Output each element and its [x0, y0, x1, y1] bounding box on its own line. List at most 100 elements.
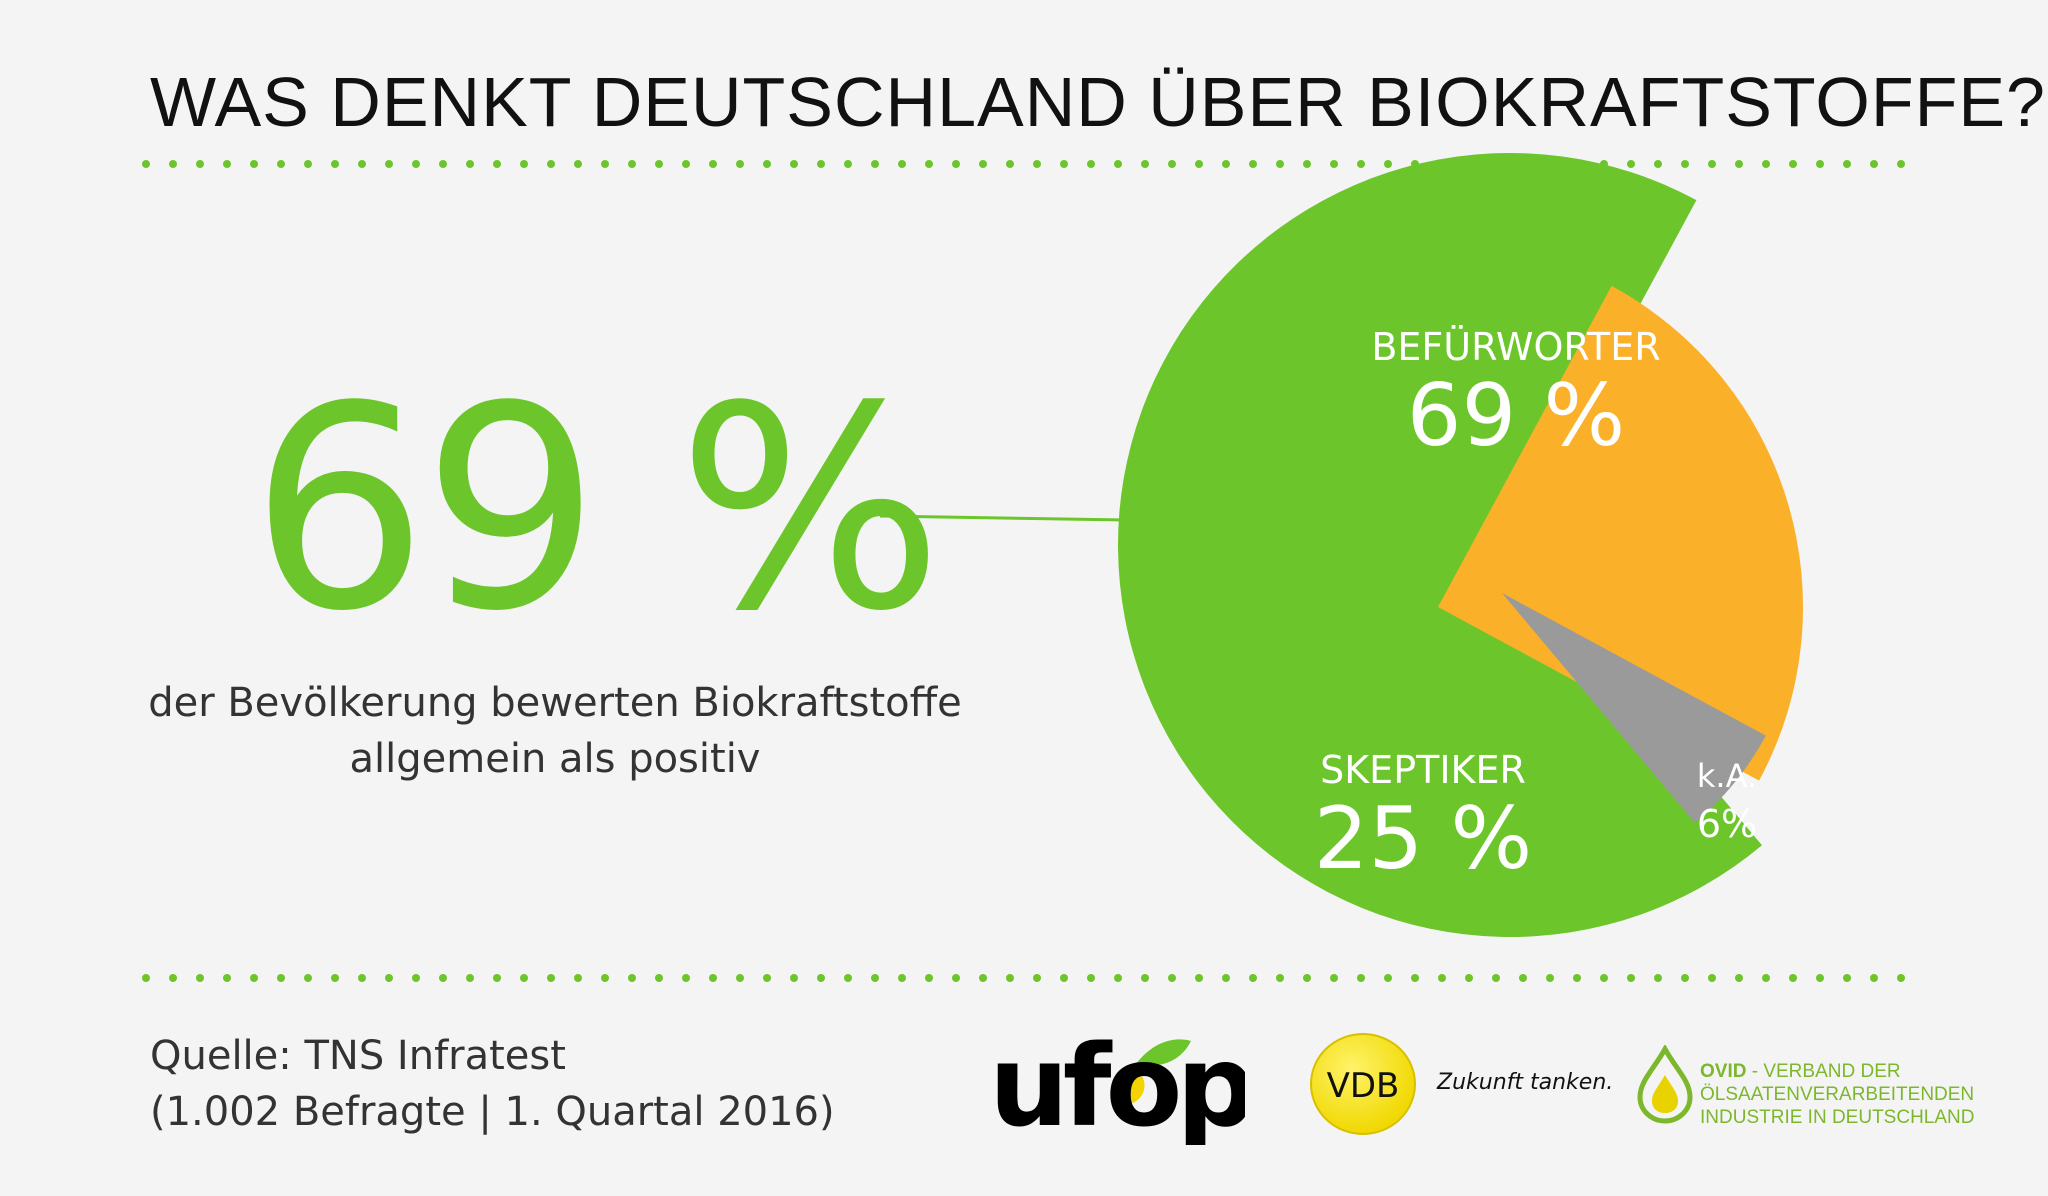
divider-dot: [1114, 974, 1122, 982]
source-line2: (1.002 Befragte | 1. Quartal 2016): [150, 1089, 835, 1135]
divider-dot: [1168, 974, 1176, 982]
divider-dot: [1222, 160, 1230, 168]
divider-dot: [1303, 974, 1311, 982]
divider-dot: [655, 974, 663, 982]
divider-dot: [277, 974, 285, 982]
divider-dot: [169, 974, 177, 982]
divider-dot: [871, 160, 879, 168]
divider-dot: [1114, 160, 1122, 168]
divider-dot: [1006, 974, 1014, 982]
divider-dot: [358, 974, 366, 982]
divider-dot: [1681, 160, 1689, 168]
divider-dot: [682, 160, 690, 168]
leader-line: [880, 514, 1127, 522]
vdb-logo: VDB: [1310, 1033, 1416, 1135]
divider-dot: [817, 160, 825, 168]
divider-dot: [709, 974, 717, 982]
divider-dot: [250, 160, 258, 168]
divider-dot: [952, 974, 960, 982]
divider-dot: [790, 974, 798, 982]
divider-dot: [196, 160, 204, 168]
divider-dot: [304, 974, 312, 982]
divider-dot: [1897, 974, 1905, 982]
divider-dot: [898, 160, 906, 168]
slice-value-label: 69 %: [1407, 366, 1626, 466]
divider-dot: [1816, 160, 1824, 168]
divider-dot: [736, 160, 744, 168]
divider-dot: [1762, 160, 1770, 168]
divider-dot: [1789, 974, 1797, 982]
divider-dot: [385, 974, 393, 982]
divider-dot: [871, 974, 879, 982]
divider-dot: [1249, 160, 1257, 168]
divider-dot: [547, 974, 555, 982]
pie-slice-skeptiker: [1438, 285, 1804, 781]
divider-dot: [223, 160, 231, 168]
divider-dot: [1033, 974, 1041, 982]
ovid-line1: - VERBAND DER: [1746, 1061, 1901, 1082]
divider-dot: [1276, 160, 1284, 168]
divider-dot: [1141, 974, 1149, 982]
ovid-line2: ÖLSAATENVERARBEITENDEN: [1700, 1084, 1975, 1105]
divider-dot: [925, 160, 933, 168]
divider-dot: [1438, 974, 1446, 982]
divider-dot: [1330, 974, 1338, 982]
divider-dot: [1060, 974, 1068, 982]
divider-dot: [844, 974, 852, 982]
divider-dot: [331, 974, 339, 982]
divider-dot: [1681, 974, 1689, 982]
divider-dot: [1384, 160, 1392, 168]
pie-slice-ka: [1502, 593, 1766, 823]
divider-dot: [1249, 974, 1257, 982]
divider-dot: [1870, 974, 1878, 982]
divider-dot: [763, 974, 771, 982]
divider-dot: [1870, 160, 1878, 168]
divider-dot: [493, 974, 501, 982]
divider-dot: [790, 160, 798, 168]
divider-dot: [1357, 974, 1365, 982]
divider-dot: [1492, 974, 1500, 982]
divider-dot: [1465, 974, 1473, 982]
dotted-divider-bottom: [142, 974, 1905, 982]
divider-dot: [1897, 160, 1905, 168]
divider-dot: [925, 974, 933, 982]
divider-dot: [1627, 974, 1635, 982]
divider-dot: [709, 160, 717, 168]
divider-dot: [1060, 160, 1068, 168]
divider-dot: [979, 160, 987, 168]
divider-dot: [1816, 974, 1824, 982]
divider-dot: [223, 974, 231, 982]
divider-dot: [169, 160, 177, 168]
divider-dot: [1843, 974, 1851, 982]
vdb-logo-text: VDB: [1327, 1066, 1400, 1106]
slice-value-label: 25 %: [1314, 789, 1533, 889]
headline-description-line2: allgemein als positiv: [349, 736, 761, 782]
divider-dot: [817, 974, 825, 982]
divider-dot: [736, 974, 744, 982]
divider-dot: [1195, 160, 1203, 168]
divider-dot: [628, 160, 636, 168]
divider-dot: [844, 160, 852, 168]
headline-description-line1: der Bevölkerung bewerten Biokraftstoffe: [148, 680, 962, 726]
divider-dot: [601, 974, 609, 982]
slice-name-label: k.A.: [1697, 757, 1757, 795]
divider-dot: [1627, 160, 1635, 168]
divider-dot: [304, 160, 312, 168]
ovid-text: OVID - VERBAND DER ÖLSAATENVERARBEITENDE…: [1700, 1060, 1974, 1129]
divider-dot: [385, 160, 393, 168]
divider-dot: [1708, 160, 1716, 168]
ovid-line3: INDUSTRIE IN DEUTSCHLAND: [1700, 1107, 1975, 1128]
divider-dot: [1600, 974, 1608, 982]
divider-dot: [1843, 160, 1851, 168]
divider-dot: [1654, 974, 1662, 982]
divider-dot: [1222, 974, 1230, 982]
divider-dot: [601, 160, 609, 168]
divider-dot: [358, 160, 366, 168]
divider-dot: [1303, 160, 1311, 168]
divider-dot: [196, 974, 204, 982]
divider-dot: [574, 974, 582, 982]
divider-dot: [655, 160, 663, 168]
divider-dot: [763, 160, 771, 168]
divider-dot: [1006, 160, 1014, 168]
